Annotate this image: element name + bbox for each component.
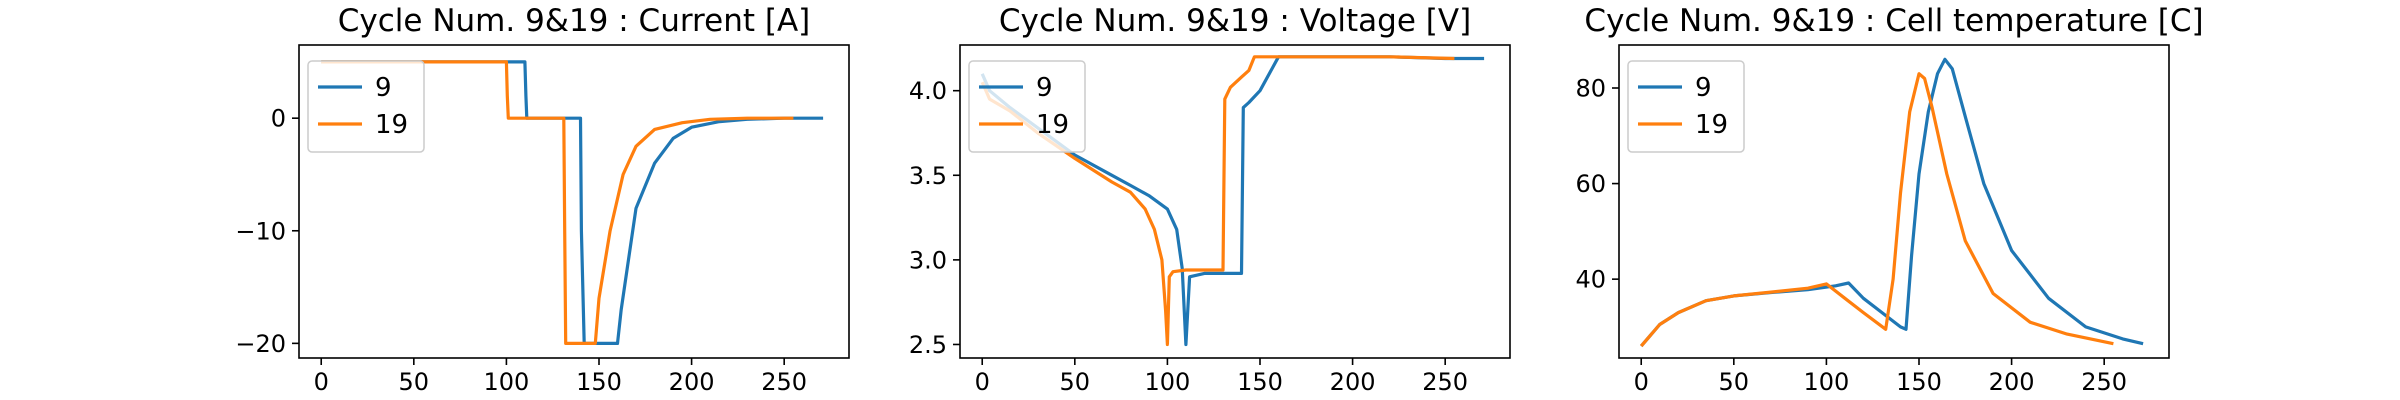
x-tick-label: 0 [975, 368, 990, 396]
chart-title: Cycle Num. 9&19 : Current [A] [338, 3, 811, 39]
y-tick-label: −10 [235, 217, 286, 245]
x-tick-label: 50 [399, 368, 430, 396]
series-line-19 [1639, 72, 2114, 348]
legend-label: 19 [375, 110, 408, 140]
legend-box [968, 60, 1086, 153]
x-tick-label: 200 [669, 368, 715, 396]
series-line-19 [321, 60, 794, 345]
x-tick-label: 200 [1989, 368, 2035, 396]
x-tick-label: 100 [484, 368, 530, 396]
x-tick-label: 150 [1237, 368, 1283, 396]
x-tick-label: 150 [1896, 368, 1942, 396]
series-line-19 [980, 55, 1455, 347]
y-tick-label: 3.5 [909, 162, 947, 190]
plot-frame [1618, 44, 2170, 359]
legend-label: 19 [1036, 110, 1069, 140]
chart-title: Cycle Num. 9&19 : Voltage [V] [999, 3, 1471, 39]
chart-title: Cycle Num. 9&19 : Cell temperature [C] [1584, 3, 2203, 39]
x-tick-label: 0 [314, 368, 329, 396]
legend-box [1627, 60, 1745, 153]
legend-label: 9 [1036, 73, 1053, 103]
x-tick-label: 0 [1634, 368, 1649, 396]
panel-voltage: 0 50 100 150 200 250 2.5 3.0 3.5 4.0 Cycle Num. 9… [909, 3, 1511, 396]
x-tick-label: 200 [1330, 368, 1376, 396]
x-tick-label: 250 [1422, 368, 1468, 396]
x-tick-label: 100 [1145, 368, 1191, 396]
y-tick-label: 4.0 [909, 77, 947, 105]
x-tick-label: 250 [2081, 368, 2127, 396]
y-tick-label: 0 [271, 105, 286, 133]
panel-cell-temperature: 0 50 100 150 200 250 40 60 80 Cycle Num. 9&19 : … [1575, 3, 2203, 396]
x-tick-label: 250 [761, 368, 807, 396]
legend-label: 9 [375, 73, 392, 103]
y-tick-label: 2.5 [909, 331, 947, 359]
plot-frame [959, 44, 1511, 359]
y-tick-label: 60 [1575, 170, 1606, 198]
x-tick-label: 50 [1060, 368, 1091, 396]
x-tick-label: 100 [1804, 368, 1850, 396]
y-tick-label: −20 [235, 330, 286, 358]
series-line-9 [321, 60, 824, 345]
y-tick-label: 40 [1575, 266, 1606, 294]
y-tick-label: 80 [1575, 75, 1606, 103]
x-tick-label: 50 [1719, 368, 1750, 396]
panel-current: 0 50 100 150 200 250 0 −10 −20 Cycle Num. 9&19 :… [235, 3, 850, 396]
x-tick-label: 150 [576, 368, 622, 396]
legend-box [307, 60, 425, 153]
legend-label: 9 [1695, 73, 1712, 103]
y-tick-label: 3.0 [909, 246, 947, 274]
plot-frame [298, 44, 850, 359]
legend-label: 19 [1695, 110, 1728, 140]
